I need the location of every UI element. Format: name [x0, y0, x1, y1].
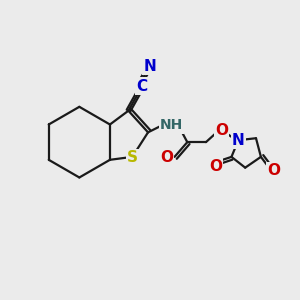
Text: N: N: [144, 59, 156, 74]
Text: S: S: [127, 150, 138, 165]
Text: O: O: [215, 123, 228, 138]
Text: O: O: [209, 159, 222, 174]
Text: O: O: [267, 163, 280, 178]
Text: C: C: [136, 79, 148, 94]
Text: NH: NH: [160, 118, 183, 133]
Text: O: O: [160, 150, 173, 165]
Text: N: N: [232, 133, 245, 148]
